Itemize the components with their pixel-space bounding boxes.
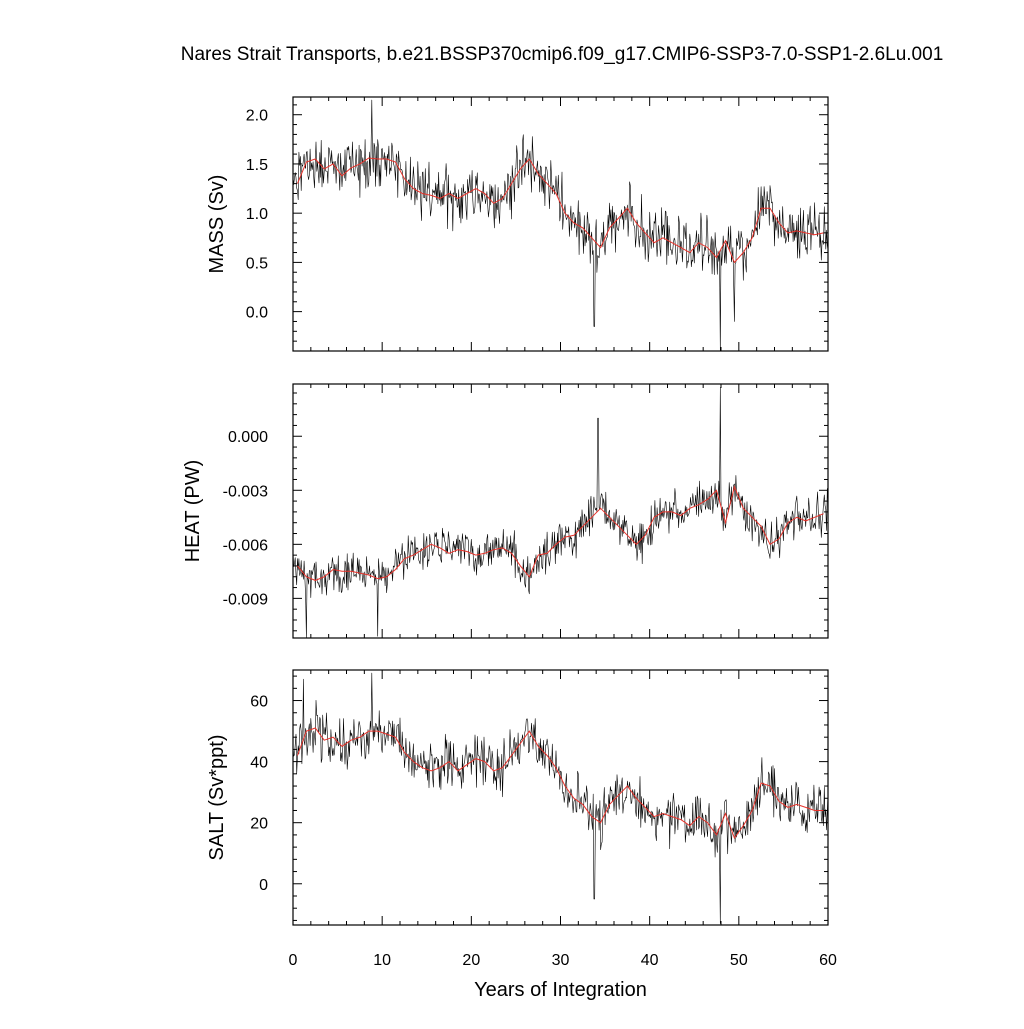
xlabel: Years of Integration: [474, 979, 647, 1001]
heat-ylabel: HEAT (PW): [182, 460, 204, 563]
salt-ytick-label: 40: [250, 755, 268, 772]
heat-ytick-label: -0.003: [223, 483, 268, 500]
heat-plot-frame: [292, 383, 829, 639]
mass-monthly-series-line: [292, 99, 829, 352]
salt-monthly-series-line: [292, 672, 829, 924]
mass-ytick-label: 1.5: [246, 157, 268, 174]
xtick-label: 60: [819, 952, 837, 969]
salt-ylabel: SALT (Sv*ppt): [206, 735, 228, 861]
salt-plot-frame: [292, 669, 829, 926]
heat-monthly-series-line: [292, 387, 829, 639]
mass-ytick-label: 2.0: [246, 108, 268, 125]
salt-annual-mean-line: [297, 727, 824, 840]
xtick-label: 50: [730, 952, 748, 969]
chart-title: Nares Strait Transports, b.e21.BSSP370cm…: [180, 44, 944, 65]
mass-ytick-label: 0.0: [246, 305, 268, 322]
xtick-label: 10: [373, 952, 391, 969]
heat-ytick-label: -0.006: [223, 537, 268, 554]
heat-annual-mean-line: [297, 485, 824, 581]
heat-ytick-label: -0.009: [223, 591, 268, 608]
salt-ytick-label: 20: [250, 816, 268, 833]
salt-ytick-label: 0: [259, 877, 268, 894]
mass-plot-frame: [292, 96, 829, 352]
mass-ylabel: MASS (Sv): [206, 175, 228, 274]
xtick-label: 40: [641, 952, 659, 969]
xtick-label: 20: [462, 952, 480, 969]
heat-ytick-label: 0.000: [228, 429, 268, 446]
mass-annual-mean-line: [297, 157, 824, 264]
salt-ytick-label: 60: [250, 694, 268, 711]
xtick-label: 0: [289, 952, 298, 969]
xtick-label: 30: [552, 952, 570, 969]
mass-ytick-label: 1.0: [246, 206, 268, 223]
mass-ytick-label: 0.5: [246, 255, 268, 272]
